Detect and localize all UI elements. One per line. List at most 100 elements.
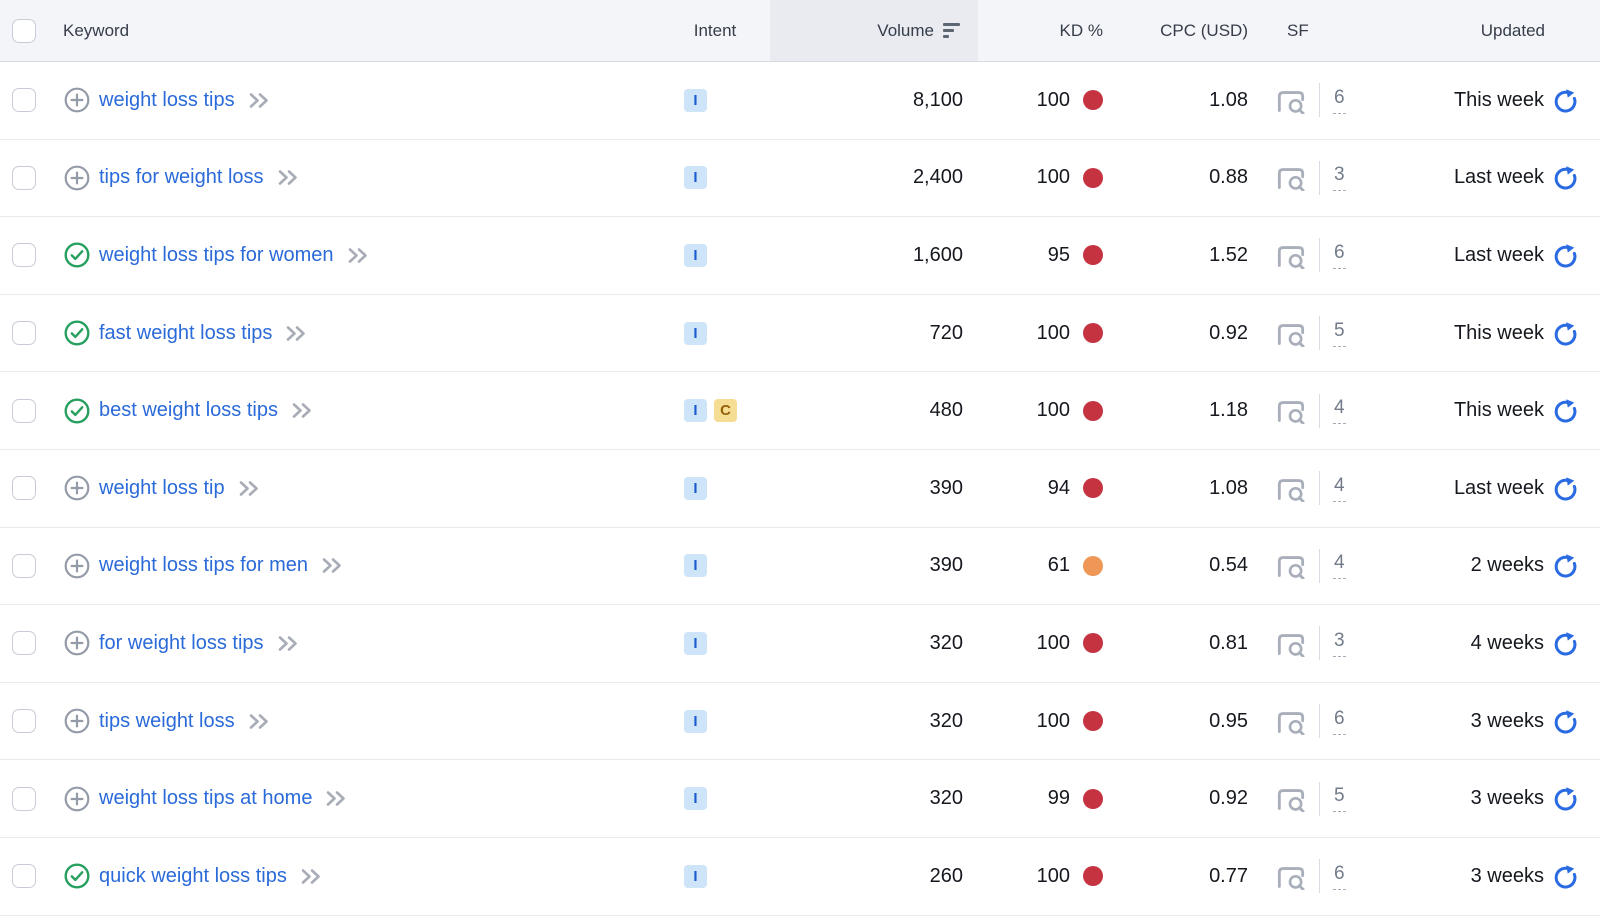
updated-cell: 3 weeks [1352, 760, 1600, 837]
header-volume[interactable]: Volume [770, 0, 978, 61]
expand-keyword-icon[interactable] [248, 713, 270, 730]
updated-value: 3 weeks [1470, 709, 1544, 732]
table-row: weight loss tips at home I 320 99 0.92 [0, 760, 1600, 838]
expand-keyword-icon[interactable] [285, 325, 307, 342]
header-sf-label: SF [1287, 20, 1309, 40]
keyword-link[interactable]: weight loss tips for women [99, 243, 334, 266]
sf-count[interactable]: 6 [1333, 863, 1346, 890]
refresh-icon[interactable] [1553, 321, 1578, 346]
serp-preview-icon[interactable] [1276, 863, 1306, 890]
keyword-cell: for weight loss tips [56, 605, 660, 682]
keyword-link[interactable]: weight loss tips for men [99, 554, 308, 577]
row-checkbox[interactable] [12, 165, 36, 190]
refresh-icon[interactable] [1553, 786, 1578, 811]
serp-preview-icon[interactable] [1276, 320, 1306, 347]
refresh-icon[interactable] [1553, 709, 1578, 734]
keyword-link[interactable]: weight loss tips at home [99, 787, 313, 810]
expand-keyword-icon[interactable] [277, 169, 299, 186]
expand-keyword-icon[interactable] [238, 480, 260, 497]
refresh-icon[interactable] [1553, 476, 1578, 501]
row-checkbox[interactable] [12, 553, 36, 578]
expand-keyword-icon[interactable] [300, 868, 322, 885]
in-list-icon[interactable] [64, 320, 90, 346]
serp-preview-icon[interactable] [1276, 242, 1306, 269]
sf-count[interactable]: 6 [1333, 242, 1346, 269]
add-keyword-icon[interactable] [64, 165, 90, 191]
sf-count[interactable]: 4 [1333, 397, 1346, 425]
header-updated[interactable]: Updated [1352, 0, 1600, 61]
updated-value: Last week [1453, 166, 1544, 189]
expand-keyword-icon[interactable] [277, 635, 299, 652]
add-keyword-icon[interactable] [64, 708, 90, 734]
refresh-icon[interactable] [1553, 631, 1578, 656]
header-sf[interactable]: SF [1250, 0, 1352, 61]
row-checkbox[interactable] [12, 631, 36, 656]
sf-count[interactable]: 3 [1333, 164, 1346, 192]
updated-cell: Last week [1352, 217, 1600, 294]
sf-cell: 6 [1250, 62, 1352, 139]
refresh-icon[interactable] [1553, 398, 1578, 423]
refresh-icon[interactable] [1553, 553, 1578, 578]
expand-keyword-icon[interactable] [291, 402, 313, 419]
sf-count[interactable]: 4 [1333, 475, 1346, 502]
cpc-cell: 0.92 [1108, 295, 1250, 372]
row-checkbox[interactable] [12, 786, 36, 811]
serp-preview-icon[interactable] [1276, 87, 1306, 114]
keyword-link[interactable]: weight loss tips [99, 88, 235, 111]
sf-count[interactable]: 6 [1333, 708, 1346, 735]
add-keyword-icon[interactable] [64, 553, 90, 579]
keyword-link[interactable]: tips weight loss [99, 709, 235, 732]
expand-keyword-icon[interactable] [347, 247, 369, 264]
keyword-link[interactable]: best weight loss tips [99, 399, 278, 422]
in-list-icon[interactable] [64, 242, 90, 268]
serp-preview-icon[interactable] [1276, 630, 1306, 657]
refresh-icon[interactable] [1553, 165, 1578, 190]
serp-preview-icon[interactable] [1276, 475, 1306, 502]
serp-preview-icon[interactable] [1276, 785, 1306, 813]
kd-dot [1083, 711, 1103, 732]
row-checkbox[interactable] [12, 398, 36, 423]
add-keyword-icon[interactable] [64, 475, 90, 501]
intent-cell: I [660, 450, 770, 527]
updated-cell: 4 weeks [1352, 605, 1600, 682]
sf-count[interactable]: 4 [1333, 552, 1346, 580]
header-kd[interactable]: KD % [978, 0, 1108, 61]
row-checkbox[interactable] [12, 476, 36, 501]
add-keyword-icon[interactable] [64, 786, 90, 812]
serp-preview-icon[interactable] [1276, 552, 1306, 580]
header-cpc[interactable]: CPC (USD) [1108, 0, 1250, 61]
serp-preview-icon[interactable] [1276, 397, 1306, 425]
sf-count[interactable]: 5 [1333, 320, 1346, 347]
row-checkbox[interactable] [12, 243, 36, 268]
row-select-cell [0, 760, 56, 837]
sf-count[interactable]: 6 [1333, 87, 1346, 114]
select-all-checkbox[interactable] [12, 18, 36, 43]
row-checkbox[interactable] [12, 864, 36, 889]
keyword-cell: quick weight loss tips [56, 838, 660, 915]
keyword-link[interactable]: fast weight loss tips [99, 321, 273, 344]
expand-keyword-icon[interactable] [325, 790, 347, 807]
refresh-icon[interactable] [1553, 864, 1578, 889]
in-list-icon[interactable] [64, 398, 90, 424]
add-keyword-icon[interactable] [64, 87, 90, 113]
refresh-icon[interactable] [1553, 243, 1578, 268]
row-checkbox[interactable] [12, 321, 36, 346]
keyword-link[interactable]: for weight loss tips [99, 631, 264, 654]
add-keyword-icon[interactable] [64, 630, 90, 656]
serp-preview-icon[interactable] [1276, 708, 1306, 735]
sf-count[interactable]: 5 [1333, 785, 1346, 813]
sf-count[interactable]: 3 [1333, 630, 1346, 657]
row-checkbox[interactable] [12, 88, 36, 113]
expand-keyword-icon[interactable] [248, 92, 270, 109]
row-checkbox[interactable] [12, 709, 36, 734]
refresh-icon[interactable] [1553, 88, 1578, 113]
serp-preview-icon[interactable] [1276, 164, 1306, 192]
header-select-cell [0, 0, 56, 61]
keyword-link[interactable]: weight loss tip [99, 476, 225, 499]
expand-keyword-icon[interactable] [321, 557, 343, 574]
keyword-link[interactable]: tips for weight loss [99, 166, 264, 189]
row-select-cell [0, 838, 56, 915]
in-list-icon[interactable] [64, 863, 90, 889]
keyword-link[interactable]: quick weight loss tips [99, 864, 287, 887]
